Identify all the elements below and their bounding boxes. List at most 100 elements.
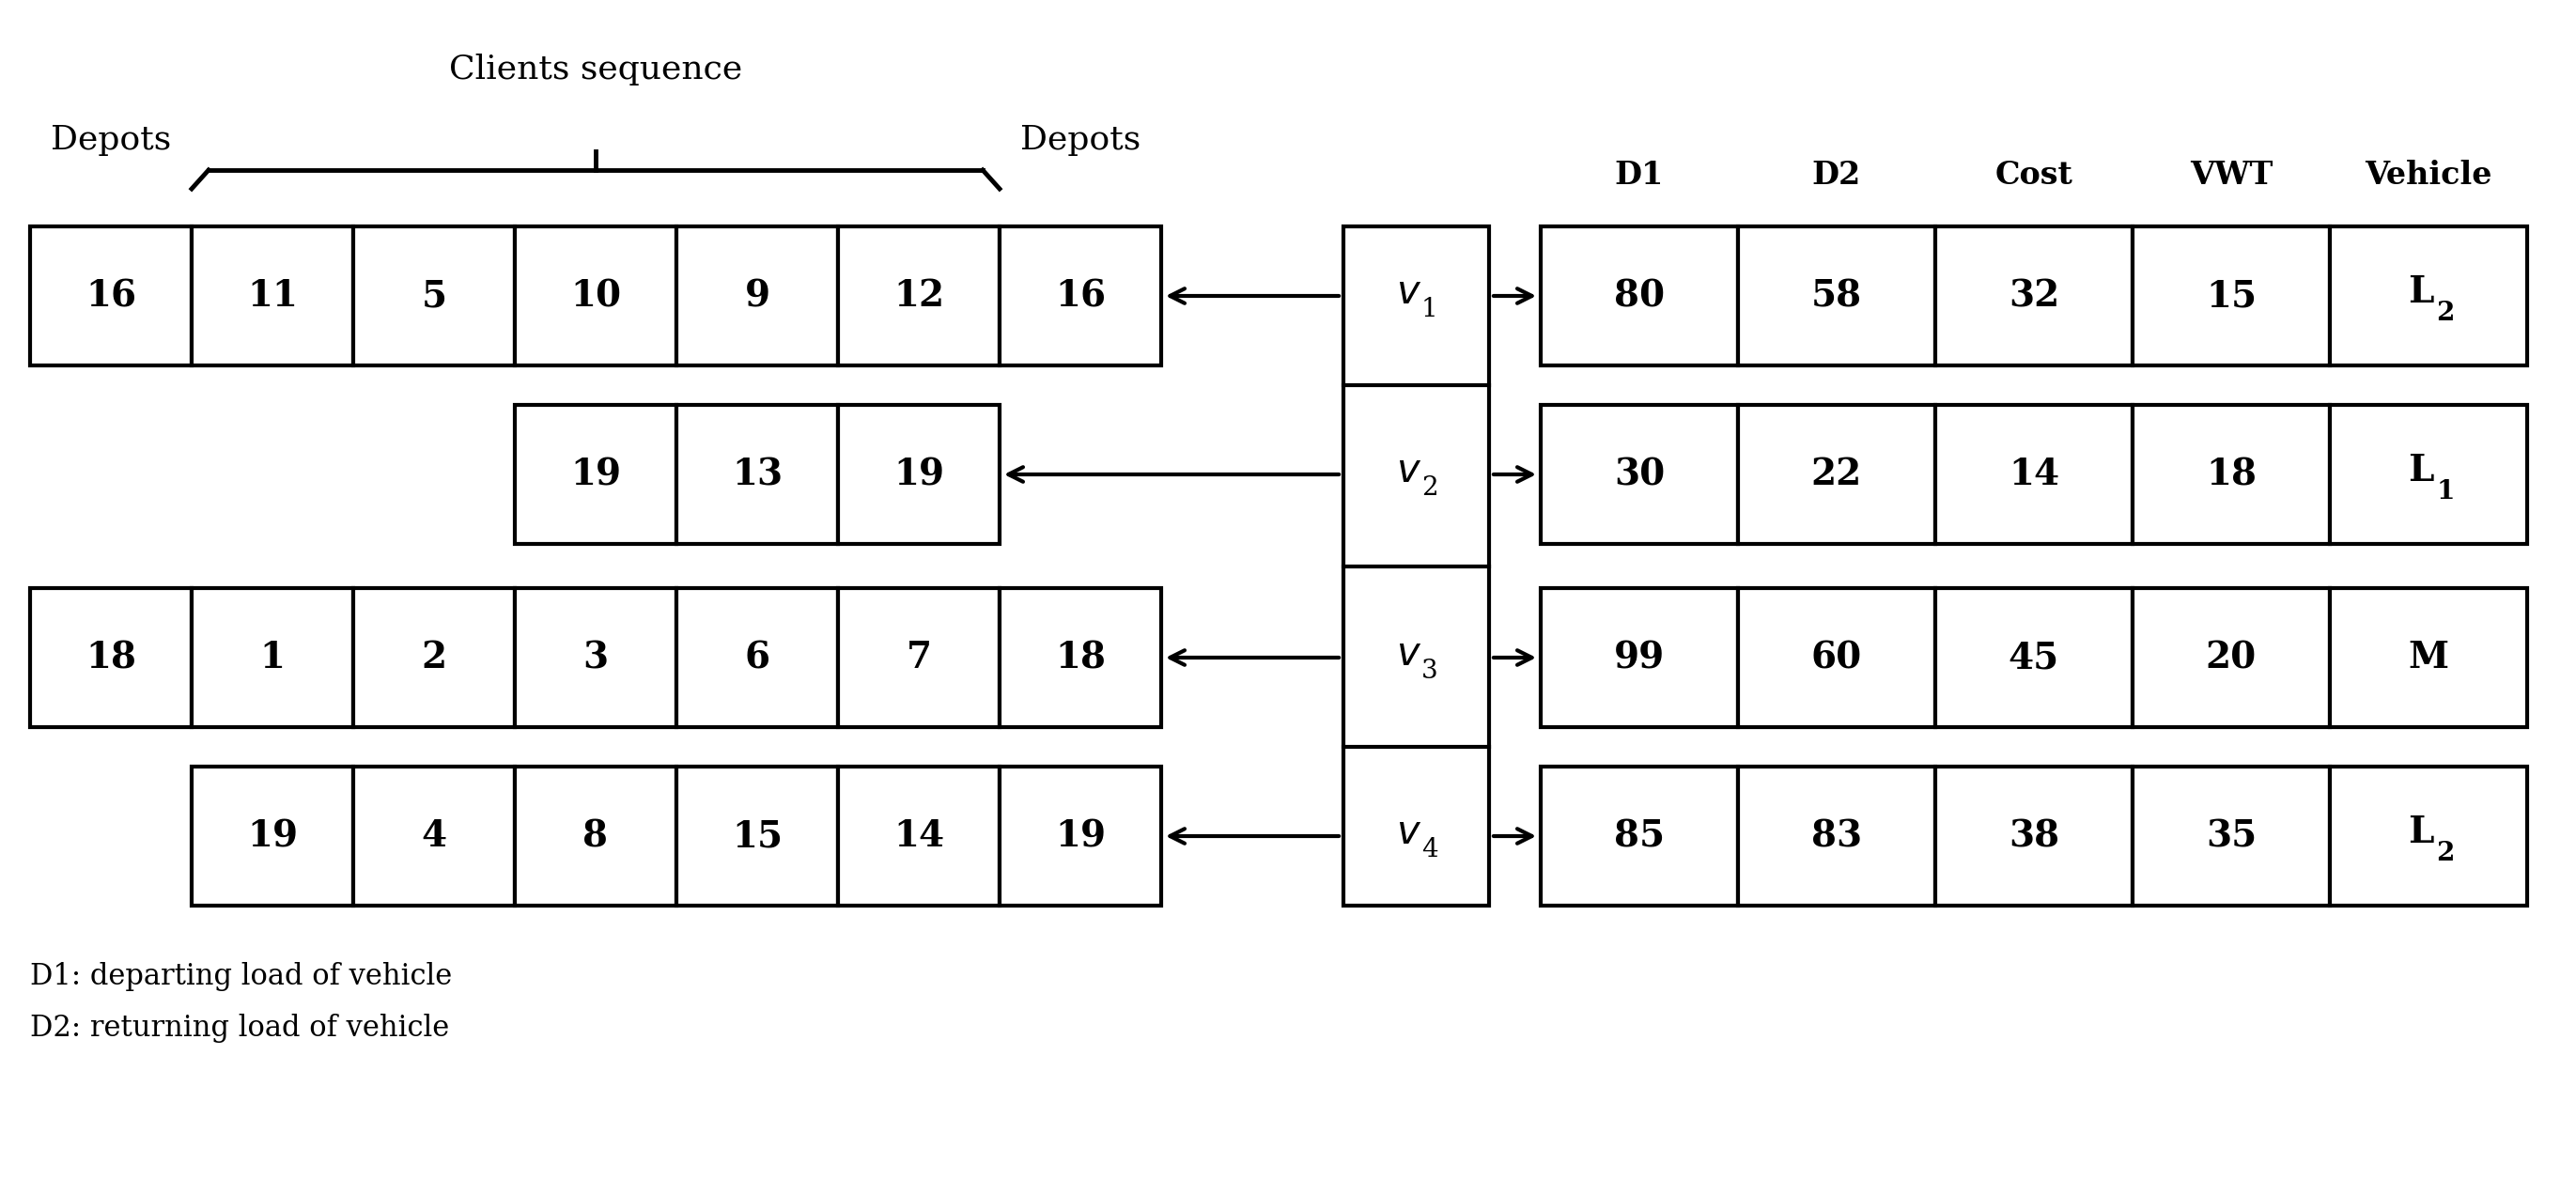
Text: 80: 80: [1615, 278, 1664, 314]
Text: 14: 14: [894, 818, 945, 854]
Text: Depots: Depots: [1020, 124, 1141, 156]
Text: 16: 16: [1056, 278, 1105, 314]
Text: 35: 35: [2205, 818, 2257, 854]
Text: D1: departing load of vehicle: D1: departing load of vehicle: [31, 962, 453, 992]
Text: 15: 15: [732, 818, 783, 854]
Text: 18: 18: [1056, 640, 1105, 676]
Text: 3: 3: [1422, 658, 1437, 684]
Text: 38: 38: [2009, 818, 2058, 854]
Text: 19: 19: [1056, 818, 1105, 854]
Text: 60: 60: [1811, 640, 1862, 676]
Bar: [1345, 226, 1489, 905]
Bar: [837, 766, 999, 905]
Bar: [2329, 766, 2527, 905]
Bar: [2329, 588, 2527, 727]
Text: 2: 2: [1422, 475, 1437, 500]
Text: D1: D1: [1615, 159, 1664, 190]
Text: Clients sequence: Clients sequence: [448, 53, 742, 86]
Text: 9: 9: [744, 278, 770, 314]
Bar: [2329, 404, 2527, 544]
Bar: [1935, 404, 2133, 544]
Text: 22: 22: [1811, 456, 1862, 493]
Text: $\mathit{v}$: $\mathit{v}$: [1396, 272, 1422, 312]
Bar: [677, 226, 837, 365]
Text: 14: 14: [2009, 456, 2058, 493]
Bar: [677, 588, 837, 727]
Text: L: L: [2409, 275, 2434, 310]
Text: 83: 83: [1811, 818, 1862, 854]
Bar: [191, 226, 353, 365]
Text: 19: 19: [894, 456, 945, 493]
Bar: [1739, 588, 1935, 727]
Text: 2: 2: [2437, 301, 2455, 325]
Text: 4: 4: [1422, 837, 1437, 862]
Bar: [353, 588, 515, 727]
Text: 18: 18: [2205, 456, 2257, 493]
Text: 20: 20: [2205, 640, 2257, 676]
Bar: [837, 404, 999, 544]
Bar: [191, 588, 353, 727]
Bar: [677, 404, 837, 544]
Text: L: L: [2409, 453, 2434, 488]
Bar: [1935, 226, 2133, 365]
Bar: [999, 766, 1162, 905]
Bar: [2329, 226, 2527, 365]
Bar: [837, 226, 999, 365]
Bar: [31, 226, 191, 365]
Bar: [1739, 766, 1935, 905]
Bar: [515, 766, 677, 905]
Text: 2: 2: [422, 640, 446, 676]
Bar: [2133, 226, 2329, 365]
Text: 30: 30: [1615, 456, 1664, 493]
Text: 10: 10: [569, 278, 621, 314]
Text: 99: 99: [1615, 640, 1664, 676]
Bar: [1540, 226, 1739, 365]
Text: Cost: Cost: [1994, 159, 2074, 190]
Text: 8: 8: [582, 818, 608, 854]
Bar: [677, 766, 837, 905]
Bar: [515, 226, 677, 365]
Text: Vehicle: Vehicle: [2365, 159, 2491, 190]
Bar: [2133, 766, 2329, 905]
Text: 7: 7: [907, 640, 933, 676]
Text: 19: 19: [569, 456, 621, 493]
Text: 13: 13: [732, 456, 783, 493]
Text: 18: 18: [85, 640, 137, 676]
Text: 2: 2: [2437, 841, 2455, 865]
Text: Depots: Depots: [52, 124, 170, 156]
Bar: [353, 766, 515, 905]
Text: VWT: VWT: [2190, 159, 2272, 190]
Bar: [353, 226, 515, 365]
Text: L: L: [2409, 815, 2434, 850]
Bar: [515, 404, 677, 544]
Text: 6: 6: [744, 640, 770, 676]
Text: 12: 12: [894, 278, 945, 314]
Bar: [1739, 404, 1935, 544]
Text: $\mathit{v}$: $\mathit{v}$: [1396, 634, 1422, 673]
Text: D2: D2: [1811, 159, 1862, 190]
Bar: [191, 766, 353, 905]
Text: 85: 85: [1615, 818, 1664, 854]
Text: 5: 5: [422, 278, 446, 314]
Text: 4: 4: [422, 818, 446, 854]
Text: 58: 58: [1811, 278, 1862, 314]
Text: 19: 19: [247, 818, 299, 854]
Bar: [1739, 226, 1935, 365]
Text: M: M: [2409, 640, 2450, 676]
Text: 15: 15: [2205, 278, 2257, 314]
Text: 16: 16: [85, 278, 137, 314]
Bar: [1540, 404, 1739, 544]
Text: 1: 1: [2437, 479, 2455, 503]
Text: 1: 1: [1422, 296, 1437, 322]
Text: 3: 3: [582, 640, 608, 676]
Bar: [1935, 766, 2133, 905]
Text: $\mathit{v}$: $\mathit{v}$: [1396, 450, 1422, 490]
Bar: [1540, 766, 1739, 905]
Text: $\mathit{v}$: $\mathit{v}$: [1396, 812, 1422, 852]
Bar: [999, 226, 1162, 365]
Text: 45: 45: [2009, 640, 2058, 676]
Text: D2: returning load of vehicle: D2: returning load of vehicle: [31, 1014, 448, 1042]
Bar: [1935, 588, 2133, 727]
Text: 11: 11: [247, 278, 299, 314]
Bar: [2133, 588, 2329, 727]
